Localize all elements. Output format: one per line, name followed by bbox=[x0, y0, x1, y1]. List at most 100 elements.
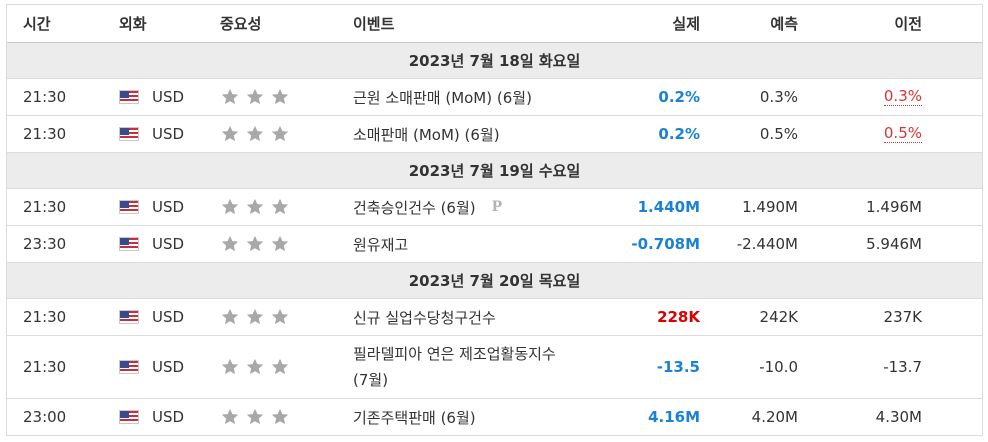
previous-value-cell: 0.5% bbox=[883, 116, 922, 152]
previous-value-cell: 0.3% bbox=[883, 79, 922, 115]
forecast-value: 1.490M bbox=[742, 198, 798, 216]
forecast-value: 0.5% bbox=[759, 125, 798, 143]
date-label: 2023년 7월 19일 수요일 bbox=[408, 162, 581, 180]
event-name[interactable]: 원유재고 bbox=[353, 235, 409, 254]
header-currency[interactable]: 외화 bbox=[119, 15, 147, 33]
currency-cell: USD bbox=[119, 399, 184, 435]
event-time: 21:30 bbox=[23, 308, 67, 326]
header-forecast[interactable]: 예측 bbox=[770, 15, 798, 33]
previous-value: -13.7 bbox=[883, 358, 922, 376]
us-flag-icon bbox=[119, 127, 139, 141]
actual-value: 0.2% bbox=[658, 125, 700, 143]
star-icon bbox=[270, 124, 290, 144]
actual-value: 228K bbox=[657, 308, 700, 326]
actual-value: -0.708M bbox=[631, 235, 700, 253]
star-icon bbox=[270, 234, 290, 254]
currency-code: USD bbox=[152, 308, 185, 326]
actual-value: -13.5 bbox=[656, 358, 700, 376]
star-icon bbox=[245, 87, 265, 107]
date-row: 2023년 7월 20일 목요일 bbox=[7, 263, 982, 299]
table-row[interactable]: 23:00 USD 기존주택판매 (6월) 4.16M 4.20M 4.30M bbox=[7, 399, 982, 436]
header-event[interactable]: 이벤트 bbox=[353, 15, 395, 33]
importance-stars bbox=[220, 399, 290, 435]
actual-value: 0.2% bbox=[658, 88, 700, 106]
table-row[interactable]: 21:30 USD 필라델피아 연은 제조업활동지수 (7월) -13.5 -1… bbox=[7, 336, 982, 399]
preliminary-icon: P bbox=[491, 199, 503, 215]
star-icon bbox=[245, 407, 265, 427]
event-name[interactable]: 기존주택판매 (6월) bbox=[353, 408, 476, 427]
currency-cell: USD bbox=[119, 189, 184, 225]
currency-cell: USD bbox=[119, 299, 184, 335]
previous-value: 4.30M bbox=[875, 408, 922, 426]
star-icon bbox=[245, 124, 265, 144]
star-icon bbox=[220, 234, 240, 254]
star-icon bbox=[270, 407, 290, 427]
actual-value: 4.16M bbox=[648, 408, 700, 426]
star-icon bbox=[245, 357, 265, 377]
event-time: 21:30 bbox=[23, 198, 67, 216]
currency-code: USD bbox=[152, 408, 185, 426]
event-name[interactable]: 근원 소매판매 (MoM) (6월) bbox=[353, 88, 532, 107]
importance-stars bbox=[220, 226, 290, 262]
date-label: 2023년 7월 20일 목요일 bbox=[408, 272, 581, 290]
currency-cell: USD bbox=[119, 79, 184, 115]
star-icon bbox=[220, 357, 240, 377]
previous-value[interactable]: 0.5% bbox=[883, 124, 922, 143]
currency-code: USD bbox=[152, 358, 185, 376]
table-row[interactable]: 21:30 USD 신규 실업수당청구건수 228K 242K 237K bbox=[7, 299, 982, 336]
us-flag-icon bbox=[119, 90, 139, 104]
table-row[interactable]: 21:30 USD 소매판매 (MoM) (6월) 0.2% 0.5% 0.5% bbox=[7, 116, 982, 153]
us-flag-icon bbox=[119, 237, 139, 251]
date-label: 2023년 7월 18일 화요일 bbox=[408, 52, 581, 70]
currency-code: USD bbox=[152, 88, 185, 106]
event-time: 21:30 bbox=[23, 125, 67, 143]
event-time: 21:30 bbox=[23, 88, 67, 106]
header-importance[interactable]: 중요성 bbox=[220, 15, 262, 33]
star-icon bbox=[220, 307, 240, 327]
header-time[interactable]: 시간 bbox=[23, 15, 51, 33]
table-row[interactable]: 23:30 USD 원유재고 -0.708M -2.440M 5.946M bbox=[7, 226, 982, 263]
event-name[interactable]: 필라델피아 연은 제조업활동지수 (7월) bbox=[353, 336, 556, 398]
star-icon bbox=[270, 357, 290, 377]
event-name[interactable]: 신규 실업수당청구건수 bbox=[353, 308, 496, 327]
event-time: 21:30 bbox=[23, 358, 67, 376]
star-icon bbox=[245, 307, 265, 327]
importance-stars bbox=[220, 336, 290, 398]
event-name[interactable]: 건축승인건수 (6월) bbox=[353, 198, 476, 217]
importance-stars bbox=[220, 116, 290, 152]
economic-calendar-table: 시간 외화 중요성 이벤트 실제 예측 이전 2023년 7월 18일 화요일 … bbox=[6, 4, 983, 436]
us-flag-icon bbox=[119, 410, 139, 424]
event-name-line2: (7월) bbox=[353, 371, 389, 389]
table-row[interactable]: 21:30 USD 건축승인건수 (6월) P 1.440M 1.490M 1.4… bbox=[7, 189, 982, 226]
event-name[interactable]: 소매판매 (MoM) (6월) bbox=[353, 125, 500, 144]
star-icon bbox=[220, 87, 240, 107]
forecast-value: 242K bbox=[759, 308, 798, 326]
star-icon bbox=[245, 197, 265, 217]
star-icon bbox=[270, 307, 290, 327]
star-icon bbox=[220, 124, 240, 144]
currency-code: USD bbox=[152, 198, 185, 216]
table-row[interactable]: 21:30 USD 근원 소매판매 (MoM) (6월) 0.2% 0.3% 0… bbox=[7, 79, 982, 116]
previous-value: 1.496M bbox=[866, 198, 922, 216]
event-cell: 건축승인건수 (6월) P bbox=[353, 189, 502, 225]
actual-value: 1.440M bbox=[637, 198, 700, 216]
event-name-line1: 필라델피아 연은 제조업활동지수 bbox=[353, 345, 556, 363]
header-previous[interactable]: 이전 bbox=[894, 15, 922, 33]
event-time: 23:00 bbox=[23, 408, 67, 426]
forecast-value: 4.20M bbox=[751, 408, 798, 426]
currency-cell: USD bbox=[119, 226, 184, 262]
table-header: 시간 외화 중요성 이벤트 실제 예측 이전 bbox=[7, 5, 982, 43]
previous-value[interactable]: 0.3% bbox=[883, 87, 922, 106]
us-flag-icon bbox=[119, 360, 139, 374]
forecast-value: -2.440M bbox=[736, 235, 798, 253]
importance-stars bbox=[220, 299, 290, 335]
star-icon bbox=[270, 197, 290, 217]
forecast-value: -10.0 bbox=[759, 358, 798, 376]
header-actual[interactable]: 실제 bbox=[672, 15, 700, 33]
currency-cell: USD bbox=[119, 336, 184, 398]
importance-stars bbox=[220, 189, 290, 225]
us-flag-icon bbox=[119, 200, 139, 214]
currency-code: USD bbox=[152, 235, 185, 253]
event-time: 23:30 bbox=[23, 235, 67, 253]
star-icon bbox=[220, 407, 240, 427]
